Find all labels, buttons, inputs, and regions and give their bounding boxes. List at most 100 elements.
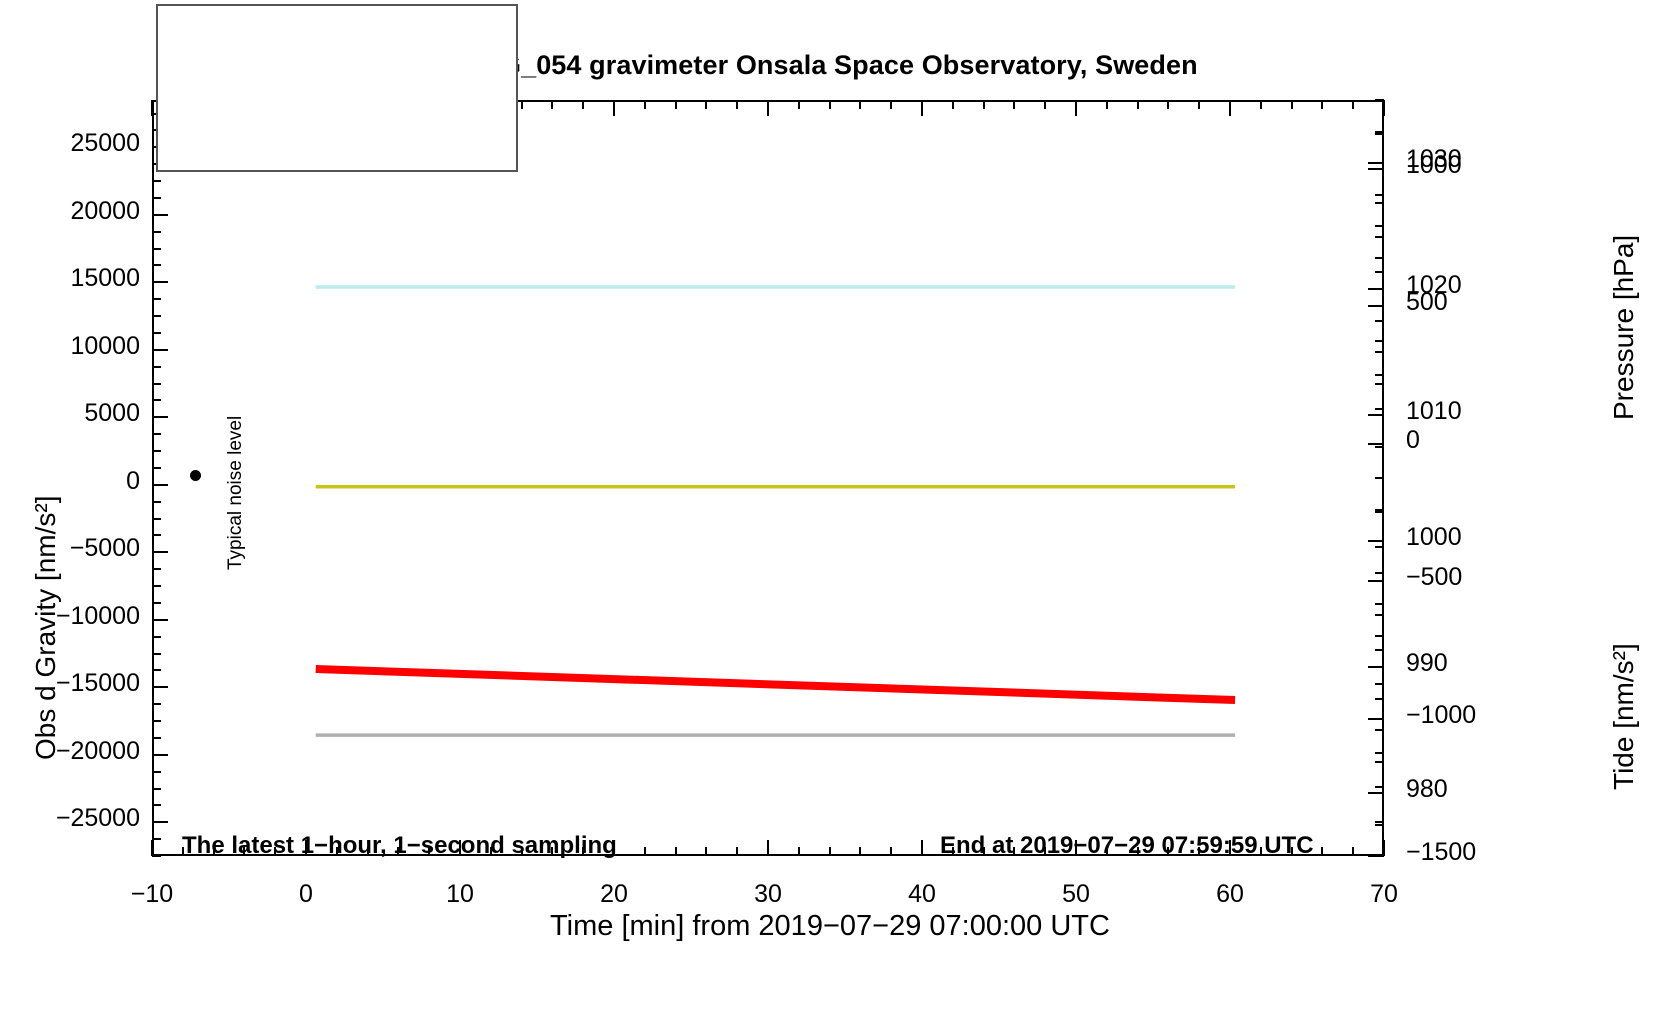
y-left-tick-minor [152, 601, 161, 604]
y-left-tick-minor [152, 315, 161, 317]
x-tick-minor-top [1352, 100, 1355, 109]
x-tick-major-top [1383, 100, 1385, 116]
x-tick-label: 70 [1370, 880, 1398, 908]
y-left-tick-minor [152, 365, 161, 368]
x-tick-minor-top [828, 100, 831, 109]
x-tick-minor-top [582, 100, 585, 109]
x-tick-minor-top [797, 100, 800, 109]
y-left-tick-minor [152, 534, 161, 537]
x-tick-minor [243, 847, 246, 856]
y-left-tick-minor [152, 196, 161, 199]
y-left-tick-minor [152, 382, 161, 385]
y-left-tick-minor [152, 230, 161, 233]
y-left-tick-minor [152, 517, 161, 520]
y-right-tide-tick-minor [1375, 683, 1384, 686]
y-left-tick-major [152, 753, 168, 756]
y-left-tick-label: −20000 [55, 736, 140, 765]
y-right-pressure-tick-label: 990 [1406, 649, 1448, 677]
x-tick-minor [982, 847, 985, 856]
x-tick-minor [1259, 847, 1262, 856]
x-tick-minor [582, 847, 585, 856]
y-right-pressure-tick-major [1368, 162, 1384, 164]
y-left-tick-label: −5000 [69, 534, 140, 563]
y-left-tick-label: −15000 [55, 669, 140, 698]
x-tick-minor-top [1167, 100, 1170, 109]
x-tick-label: −10 [130, 880, 174, 908]
y-left-tick-minor [152, 399, 161, 402]
y-right-pressure-tick-major [1368, 414, 1384, 416]
x-tick-minor [1321, 847, 1324, 856]
y-left-tick-major [152, 618, 168, 621]
y-right-pressure-tick-minor [1375, 319, 1384, 322]
y-left-tick-minor [152, 247, 161, 250]
note-end-time: End at 2019−07−29 07:59:59 UTC [940, 832, 1314, 859]
x-tick-label: 10 [446, 880, 474, 908]
x-tick-major-top [1229, 100, 1231, 116]
y-right-tide-tick-minor [1375, 133, 1384, 136]
y-right-tide-tick-label: −500 [1406, 563, 1463, 592]
y-right-pressure-tick-label: 1020 [1406, 271, 1462, 299]
y-right-tide-tick-major [1368, 167, 1384, 170]
x-tick-minor [551, 847, 554, 856]
x-tick-minor [1290, 847, 1293, 856]
x-tick-minor [335, 847, 338, 856]
x-tick-minor [1198, 847, 1201, 856]
x-tick-minor-top [736, 100, 739, 109]
y-left-tick-minor [152, 652, 161, 655]
y-right-tide-tick-minor [1375, 408, 1384, 411]
y-left-tick-minor [152, 703, 161, 706]
y-right-pressure-tick-minor [1375, 193, 1384, 196]
x-tick-minor [274, 847, 277, 856]
y-left-tick-label: 25000 [70, 129, 140, 158]
y-right-pressure-tick-label: 980 [1406, 775, 1448, 803]
x-tick-major [1383, 840, 1385, 856]
y-left-tick-major [152, 821, 168, 824]
series-line [315, 665, 1236, 705]
x-tick-major-top [1075, 100, 1077, 116]
x-tick-minor [428, 847, 431, 856]
y-left-tick-minor [152, 838, 161, 841]
x-tick-minor [643, 847, 646, 856]
x-tick-minor [797, 847, 800, 856]
x-tick-label: 20 [600, 880, 628, 908]
y-left-tick-minor [152, 180, 161, 182]
y-left-tick-minor [152, 804, 161, 807]
x-tick-minor-top [643, 100, 646, 109]
noise-level-label: Typical noise level [225, 415, 246, 570]
y-right-tide-tick-label: −1000 [1406, 700, 1477, 729]
y-right-pressure-tick-label: 1030 [1406, 145, 1462, 173]
y-left-tick-minor [152, 433, 161, 436]
y-right-tide-tick-minor [1375, 99, 1384, 101]
y-left-tick-major [152, 213, 168, 216]
x-tick-minor [489, 847, 492, 856]
x-tick-minor-top [951, 100, 954, 109]
y-left-tick-major [152, 348, 168, 351]
y-right-tide-tick-major [1368, 305, 1384, 308]
x-tick-minor-top [551, 100, 554, 109]
y-right-pressure-tick-minor [1375, 760, 1384, 763]
y-left-tick-label: 15000 [70, 264, 140, 293]
x-tick-minor-top [705, 100, 708, 109]
y-right-tide-tick-minor [1375, 373, 1384, 376]
y-left-tick-minor [152, 635, 161, 638]
y-right-tide-tick-minor [1375, 820, 1384, 823]
y-left-tick-minor [152, 298, 161, 301]
y-left-tick-minor [152, 770, 161, 773]
x-tick-major [613, 840, 615, 856]
y-right-pressure-tick-minor [1375, 508, 1384, 511]
y-right-pressure-tick-major [1368, 288, 1384, 290]
x-tick-minor-top [674, 100, 677, 109]
x-tick-minor [181, 847, 184, 856]
x-tick-minor [705, 847, 708, 856]
x-tick-major [767, 840, 769, 856]
x-tick-major [459, 840, 461, 856]
y-left-tick-label: 5000 [84, 399, 140, 428]
y-left-tick-minor [152, 855, 161, 857]
y-right-tide-tick-major [1368, 442, 1384, 445]
y-left-tick-label: −25000 [55, 804, 140, 833]
x-tick-minor [397, 847, 400, 856]
page-title: SCG_054 gravimeter Onsala Space Observat… [462, 50, 1198, 80]
y-left-tick-label: 0 [126, 466, 140, 495]
x-tick-label: 40 [908, 880, 936, 908]
x-tick-label: 60 [1216, 880, 1244, 908]
